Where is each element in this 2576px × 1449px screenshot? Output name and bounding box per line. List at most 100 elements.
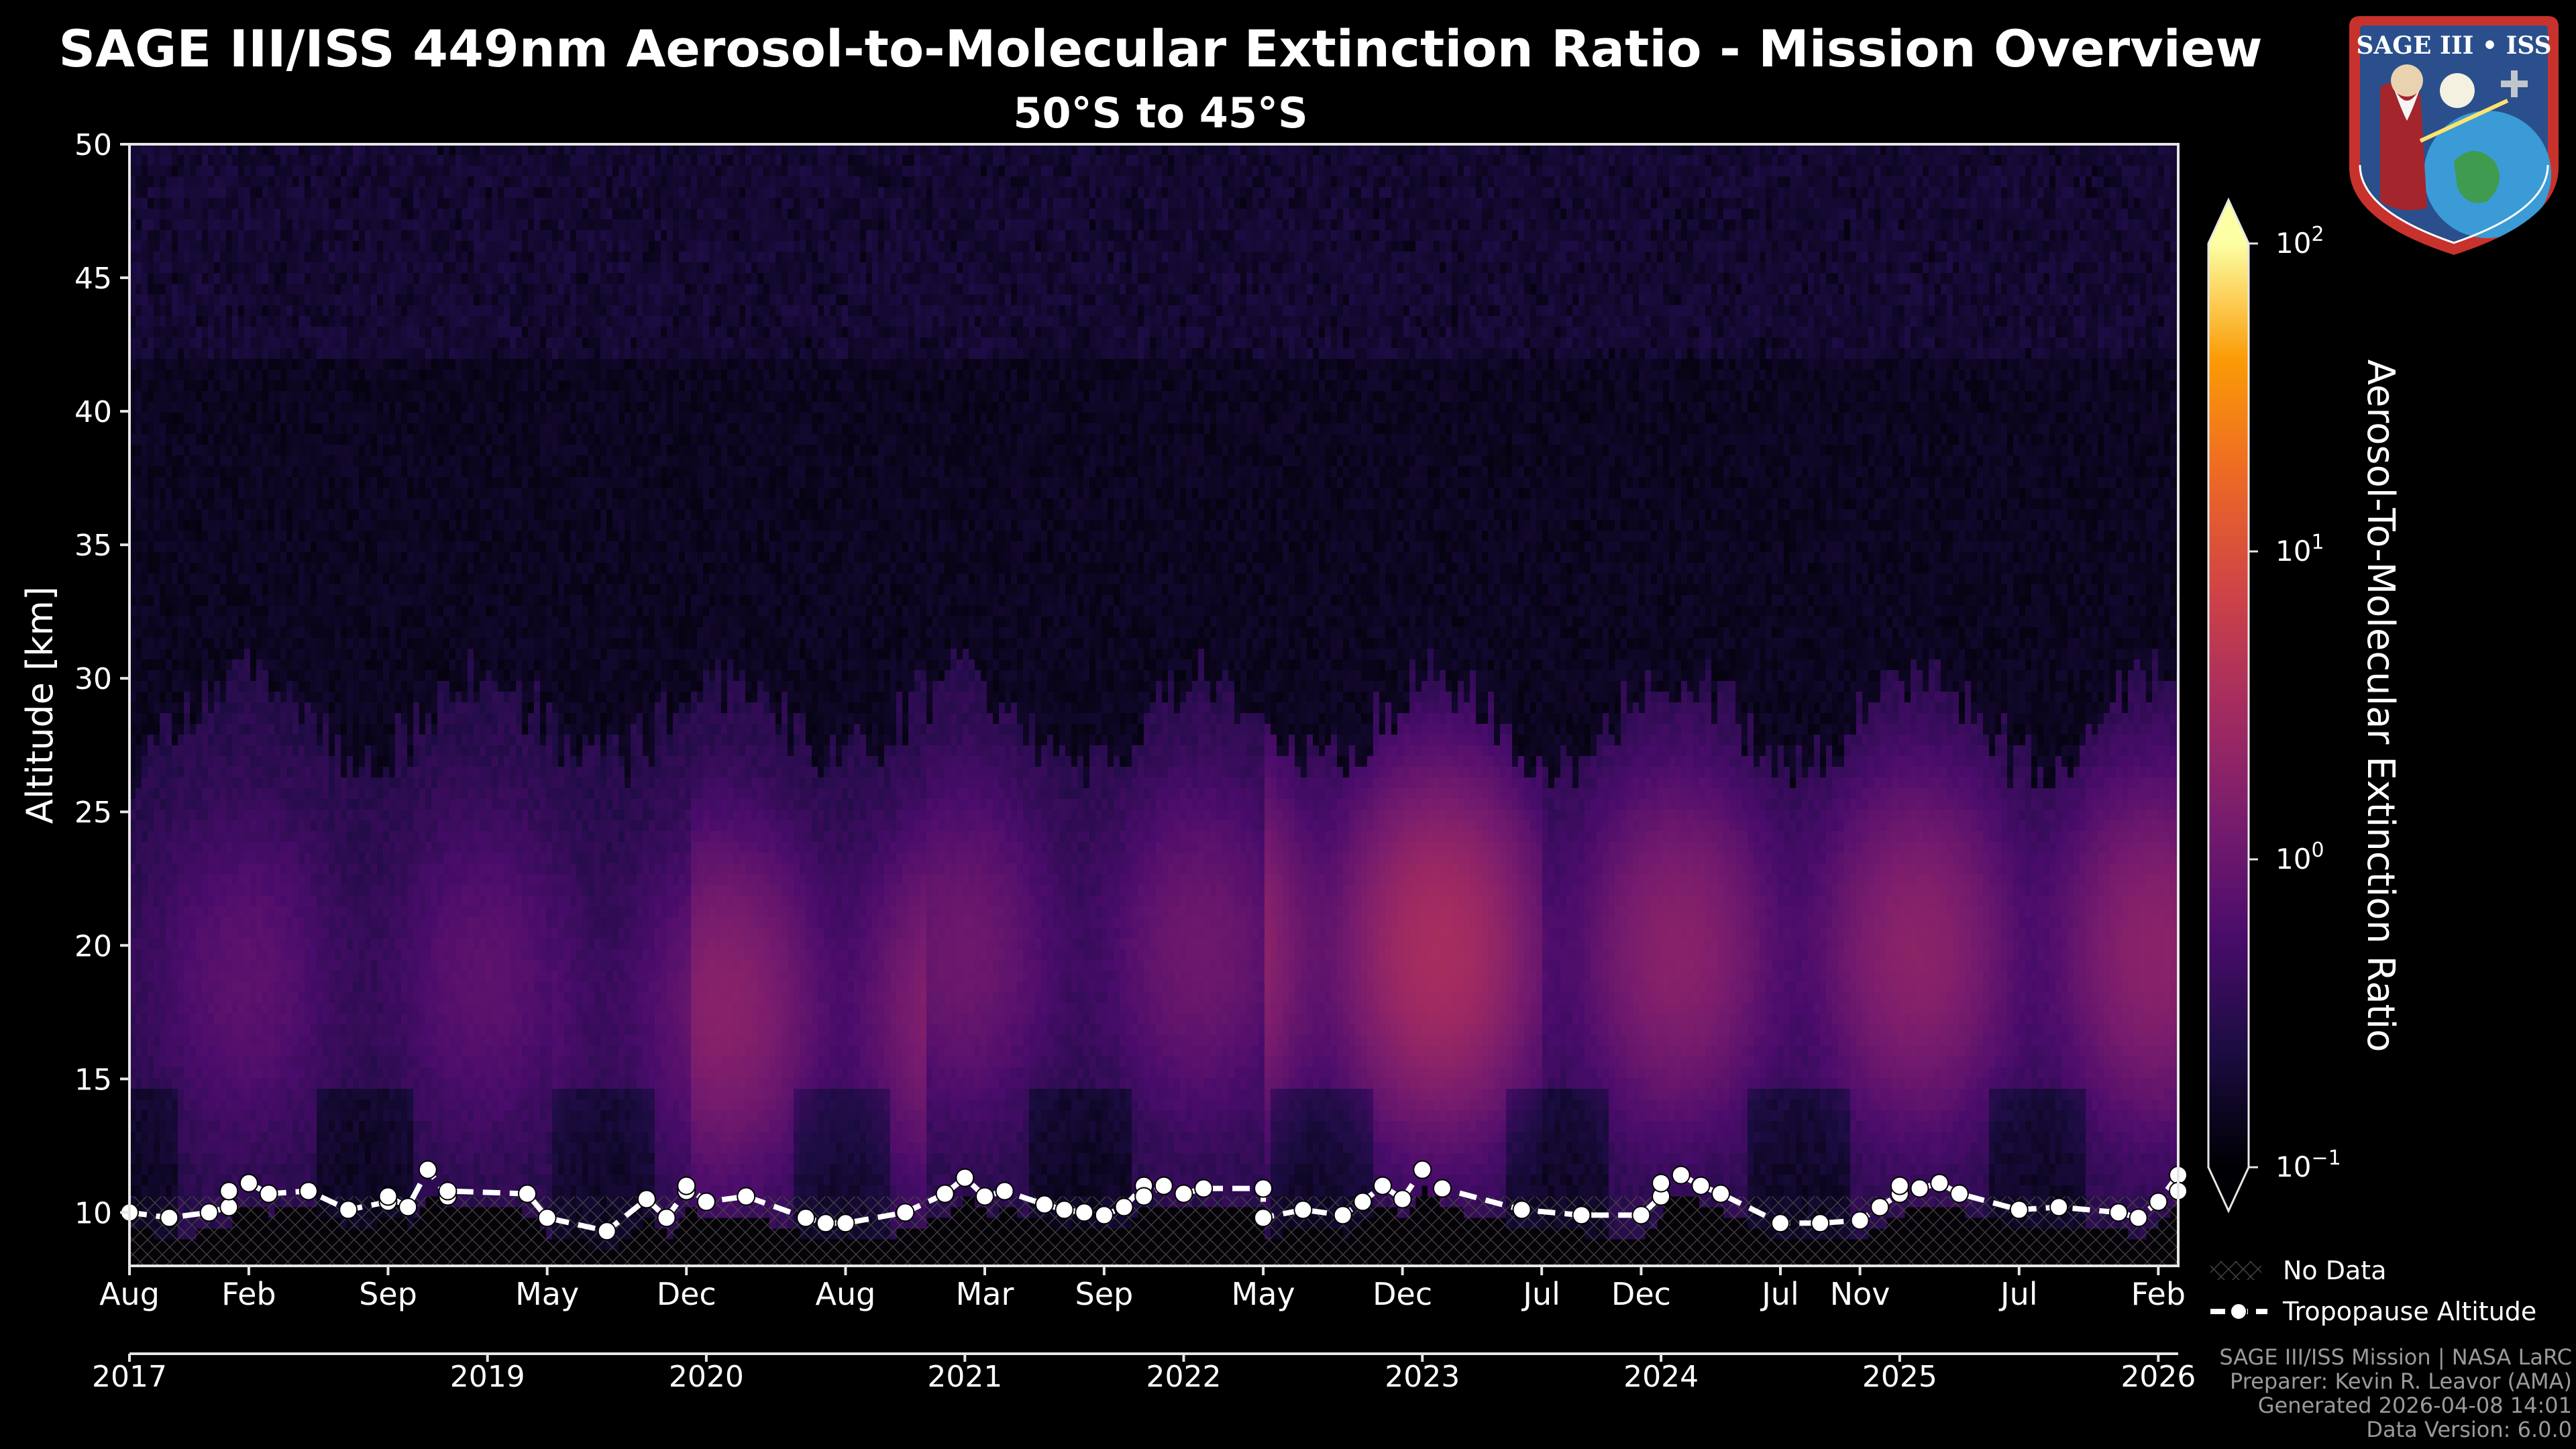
heatmap-cell xyxy=(148,219,154,231)
heatmap-cell xyxy=(160,391,166,402)
heatmap-cell xyxy=(347,938,354,950)
heatmap-cell xyxy=(341,1089,347,1100)
heatmap-cell xyxy=(292,670,299,682)
heatmap-cell xyxy=(280,756,287,767)
heatmap-cell xyxy=(190,209,197,220)
heatmap-cell xyxy=(305,509,311,521)
heatmap-cell xyxy=(166,992,172,1004)
heatmap-cell xyxy=(250,874,257,885)
heatmap-cell xyxy=(160,960,166,971)
heatmap-column xyxy=(154,144,160,1240)
heatmap-cell xyxy=(317,402,323,413)
heatmap-cell xyxy=(335,531,341,542)
heatmap-cell xyxy=(184,1175,191,1186)
heatmap-cell xyxy=(166,509,172,521)
heatmap-cell xyxy=(226,434,233,445)
heatmap-cell xyxy=(353,606,360,617)
heatmap-cell xyxy=(377,670,384,682)
heatmap-cell xyxy=(154,391,160,402)
heatmap-cell xyxy=(317,477,323,488)
heatmap-cell xyxy=(329,1089,335,1100)
heatmap-cell xyxy=(154,198,160,209)
heatmap-cell xyxy=(365,370,372,381)
heatmap-cell xyxy=(196,1046,203,1057)
heatmap-cell xyxy=(359,1164,366,1175)
heatmap-cell xyxy=(154,1153,160,1165)
heatmap-cell xyxy=(353,252,360,263)
heatmap-cell xyxy=(335,659,341,671)
heatmap-cell xyxy=(292,155,299,166)
heatmap-cell xyxy=(292,928,299,939)
heatmap-cell xyxy=(136,638,142,649)
heatmap-cell xyxy=(268,896,275,907)
heatmap-cell xyxy=(226,348,233,360)
heatmap-cell xyxy=(347,853,354,864)
heatmap-cell xyxy=(250,262,257,274)
heatmap-cell xyxy=(214,981,221,993)
heatmap-cell xyxy=(359,1099,366,1111)
heatmap-cell xyxy=(305,702,311,714)
heatmap-cell xyxy=(220,1046,227,1057)
heatmap-cell xyxy=(214,831,221,843)
heatmap-cell xyxy=(238,434,245,445)
heatmap-cell xyxy=(323,659,329,671)
heatmap-cell xyxy=(365,520,372,531)
heatmap-cell xyxy=(148,1132,154,1143)
heatmap-cell xyxy=(353,520,360,531)
heatmap-cell xyxy=(365,1003,372,1014)
heatmap-cell xyxy=(268,359,275,370)
heatmap-cell xyxy=(190,713,197,724)
heatmap-cell xyxy=(299,413,305,424)
heatmap-cell xyxy=(359,488,366,499)
heatmap-cell xyxy=(280,434,287,445)
heatmap-cell xyxy=(142,724,148,735)
heatmap-cell xyxy=(335,692,341,703)
heatmap-cell xyxy=(317,906,323,918)
heatmap-cell xyxy=(190,584,197,596)
heatmap-cell xyxy=(136,273,142,284)
heatmap-cell xyxy=(184,413,191,424)
heatmap-cell xyxy=(365,788,372,800)
heatmap-cell xyxy=(329,638,335,649)
heatmap-cell xyxy=(214,273,221,284)
heatmap-cell xyxy=(371,917,378,928)
heatmap-cell xyxy=(214,316,221,327)
heatmap-cell xyxy=(214,262,221,274)
heatmap-cell xyxy=(160,713,166,724)
heatmap-cell xyxy=(244,874,251,885)
heatmap-cell xyxy=(172,1175,178,1186)
heatmap-cell xyxy=(262,1142,269,1154)
heatmap-cell xyxy=(202,595,209,606)
heatmap-cell xyxy=(154,1003,160,1014)
heatmap-cell xyxy=(329,981,335,993)
heatmap-cell xyxy=(299,531,305,542)
heatmap-cell xyxy=(280,552,287,564)
heatmap-cell xyxy=(136,735,142,746)
heatmap-cell xyxy=(274,348,281,360)
heatmap-cell xyxy=(142,144,148,156)
heatmap-cell xyxy=(329,1024,335,1036)
heatmap-cell xyxy=(154,252,160,263)
heatmap-cell xyxy=(220,1121,227,1132)
heatmap-cell xyxy=(166,402,172,413)
heatmap-cell xyxy=(250,616,257,628)
heatmap-cell xyxy=(299,477,305,488)
heatmap-cell xyxy=(292,767,299,778)
heatmap-cell xyxy=(202,380,209,392)
heatmap-cell xyxy=(244,563,251,574)
heatmap-cell xyxy=(353,219,360,231)
heatmap-cell xyxy=(292,284,299,295)
heatmap-cell xyxy=(335,992,341,1004)
heatmap-cell xyxy=(317,1142,323,1154)
heatmap-cell xyxy=(353,413,360,424)
heatmap-cell xyxy=(347,348,354,360)
heatmap-cell xyxy=(160,938,166,950)
heatmap-cell xyxy=(305,1003,311,1014)
heatmap-cell xyxy=(226,670,233,682)
heatmap-cell xyxy=(202,616,209,628)
heatmap-cell xyxy=(280,670,287,682)
heatmap-cell xyxy=(172,1014,178,1025)
heatmap-cell xyxy=(148,1110,154,1122)
heatmap-cell xyxy=(323,1110,329,1122)
heatmap-cell xyxy=(292,1132,299,1143)
